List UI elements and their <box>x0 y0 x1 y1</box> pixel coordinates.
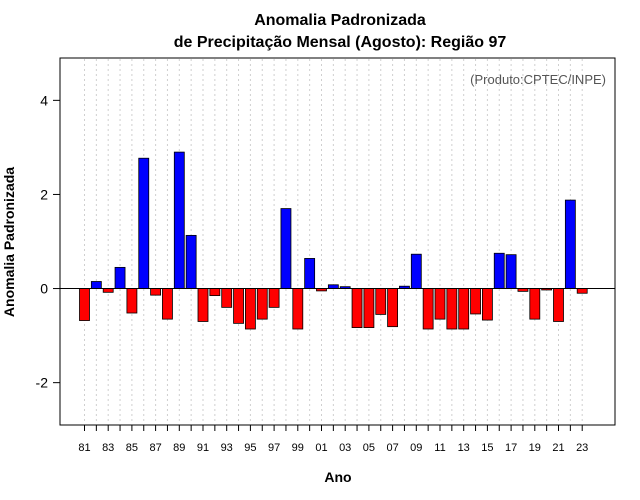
bar-82 <box>90 281 102 289</box>
x-tick-label: 87 <box>149 442 161 454</box>
plot-frame <box>59 57 616 426</box>
bar-87 <box>150 288 162 296</box>
bar-98 <box>280 208 292 289</box>
bar-05 <box>363 288 375 329</box>
bar-85 <box>126 288 138 314</box>
x-tick-label: 05 <box>363 442 375 454</box>
bar-15 <box>481 288 493 321</box>
x-tick-label: 95 <box>244 442 256 454</box>
bar-22 <box>564 199 576 289</box>
x-tick-label: 23 <box>576 442 588 454</box>
y-tick-label: 4 <box>40 92 48 108</box>
bar-17 <box>505 254 517 289</box>
bar-14 <box>470 288 481 315</box>
x-tick-label: 03 <box>339 442 351 454</box>
bar-12 <box>446 288 458 330</box>
bar-96 <box>256 288 268 320</box>
bar-23 <box>576 288 588 294</box>
chart-title-line2: de Precipitação Mensal (Agosto): Região … <box>174 34 507 51</box>
x-tick-label: 91 <box>197 442 209 454</box>
y-axis-title: Anomalia Padronizada <box>1 167 17 317</box>
x-tick-label: 13 <box>458 442 470 454</box>
bar-88 <box>162 288 173 320</box>
bar-89 <box>173 151 185 289</box>
bar-06 <box>375 288 387 315</box>
bar-83 <box>102 288 114 293</box>
y-tick-label: -2 <box>36 375 49 391</box>
bar-90 <box>185 234 197 289</box>
bar-94 <box>233 288 244 324</box>
bar-21 <box>553 288 564 322</box>
y-tick-label: 2 <box>40 186 48 202</box>
bar-04 <box>351 288 363 329</box>
grid-lines <box>84 59 583 424</box>
bar-02 <box>327 284 339 289</box>
bar-10 <box>422 288 434 330</box>
x-tick-label: 21 <box>552 442 564 454</box>
bar-97 <box>268 288 280 308</box>
y-axis: -2 0 2 4 <box>36 92 60 391</box>
bar-00 <box>304 258 316 289</box>
bar-13 <box>458 288 470 330</box>
x-tick-label: 89 <box>173 442 185 454</box>
x-tick-label: 85 <box>126 442 138 454</box>
x-tick-label: 99 <box>292 442 304 454</box>
x-tick-label: 07 <box>386 442 398 454</box>
bar-series <box>79 151 588 330</box>
x-tick-label: 15 <box>481 442 493 454</box>
bar-93 <box>221 288 233 308</box>
x-tick-label: 11 <box>434 442 445 454</box>
bar-09 <box>410 253 422 289</box>
bar-99 <box>292 288 304 330</box>
chart-title-line1: Anomalia Padronizada <box>254 12 426 29</box>
x-tick-label: 17 <box>505 442 517 454</box>
bar-92 <box>209 288 221 297</box>
x-axis-title: Ano <box>324 469 351 485</box>
bar-95 <box>244 288 256 330</box>
bar-91 <box>197 288 209 322</box>
x-tick-label: 09 <box>410 442 422 454</box>
credit-label: (Produto:CPTEC/INPE) <box>470 72 606 87</box>
x-tick-label: 93 <box>221 442 233 454</box>
x-tick-label: 97 <box>268 442 280 454</box>
bar-86 <box>138 157 150 289</box>
x-axis: 81 83 85 87 89 91 93 95 97 99 01 03 05 07 09 11 13 15 17 19… <box>78 425 588 454</box>
x-tick-label: 19 <box>529 442 541 454</box>
bar-07 <box>387 288 399 328</box>
x-tick-label: 01 <box>315 442 327 454</box>
bar-84 <box>114 266 126 289</box>
y-tick-label: 0 <box>40 281 48 297</box>
bar-16 <box>493 252 505 289</box>
bar-11 <box>434 288 446 320</box>
x-tick-label: 81 <box>78 442 90 454</box>
bar-19 <box>529 288 541 320</box>
bar-81 <box>79 288 90 321</box>
x-tick-label: 83 <box>102 442 114 454</box>
